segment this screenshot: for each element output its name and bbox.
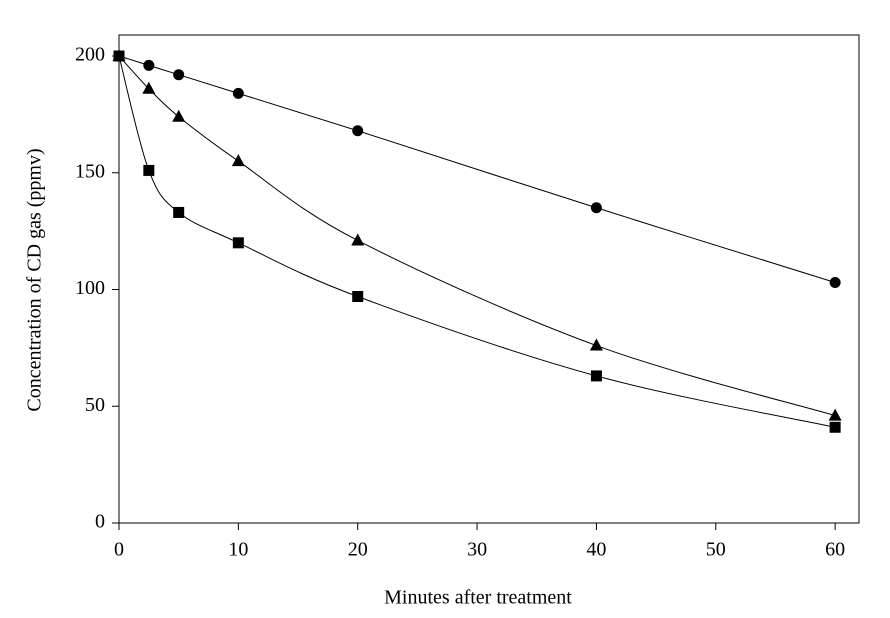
marker-circle: [829, 277, 841, 289]
marker-triangle: [351, 233, 365, 246]
x-tick-label: 30: [467, 539, 487, 561]
marker-circle: [590, 202, 602, 214]
marker-square: [173, 206, 185, 218]
y-tick-label: 0: [95, 511, 105, 533]
marker-circle: [173, 69, 185, 81]
marker-circle: [352, 125, 364, 137]
plot-frame: [118, 34, 860, 524]
y-tick-label: 50: [85, 394, 105, 416]
marker-circle: [143, 59, 155, 71]
marker-square: [590, 370, 602, 382]
marker-triangle: [589, 338, 603, 351]
x-tick-label: 10: [228, 539, 248, 561]
marker-square: [113, 50, 125, 62]
marker-triangle: [142, 81, 156, 94]
series-line: [118, 55, 836, 283]
x-axis-label: Minutes after treatment: [384, 587, 572, 609]
marker-triangle: [172, 109, 186, 122]
marker-square: [143, 164, 155, 176]
y-tick-label: 100: [75, 277, 105, 299]
series-line: [118, 55, 836, 428]
y-tick-label: 150: [75, 160, 105, 182]
x-tick-label: 50: [706, 539, 726, 561]
x-tick-label: 20: [348, 539, 368, 561]
y-tick-label: 200: [75, 44, 105, 66]
y-axis-label: Concentration of CD gas (ppmv): [24, 148, 46, 411]
x-tick-label: 60: [825, 539, 845, 561]
series-line: [118, 55, 836, 417]
marker-triangle: [231, 154, 245, 167]
x-tick-label: 40: [586, 539, 606, 561]
marker-square: [829, 421, 841, 433]
marker-triangle: [828, 408, 842, 421]
marker-square: [232, 237, 244, 249]
marker-circle: [232, 87, 244, 99]
marker-square: [352, 291, 364, 303]
x-tick-label: 0: [114, 539, 124, 561]
